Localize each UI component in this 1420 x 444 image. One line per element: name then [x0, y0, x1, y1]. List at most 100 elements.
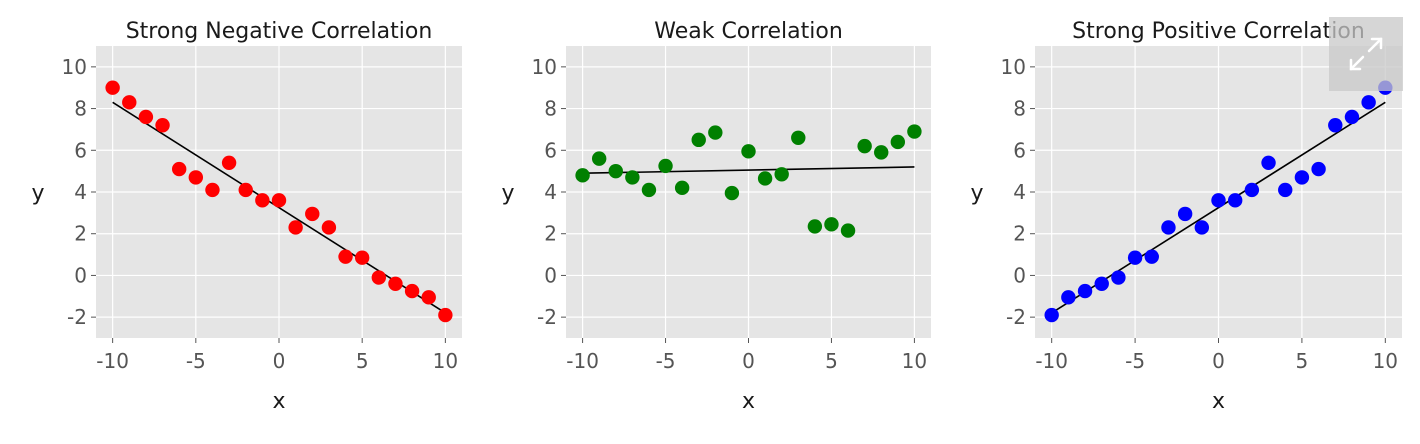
- data-point: [1311, 161, 1326, 177]
- data-point: [724, 185, 740, 201]
- data-point: [238, 182, 253, 198]
- data-point: [1177, 206, 1193, 222]
- trend-line: [112, 101, 446, 314]
- expand-icon: [1349, 37, 1383, 71]
- data-point: [421, 290, 436, 305]
- data-point: [1061, 290, 1076, 305]
- data-point: [741, 144, 756, 159]
- data-point: [1211, 193, 1226, 208]
- data-point: [1127, 250, 1143, 265]
- x-tick-label: 0: [742, 349, 755, 373]
- data-point: [371, 270, 387, 285]
- data-point: [255, 193, 270, 208]
- x-tick-label: 10: [902, 349, 927, 373]
- y-tick-label: 4: [544, 180, 557, 204]
- data-point: [105, 80, 120, 95]
- y-tick-label: 2: [74, 222, 87, 246]
- x-tick-label: -10: [1035, 349, 1068, 373]
- data-point: [591, 151, 607, 166]
- data-point: [857, 138, 872, 154]
- y-tick-label: 2: [1013, 222, 1026, 246]
- x-tick-label: -5: [186, 349, 206, 373]
- x-tick-label: -5: [1125, 349, 1145, 373]
- data-point: [1144, 249, 1159, 264]
- y-tick-label: 4: [1013, 180, 1026, 204]
- data-point: [1077, 283, 1093, 299]
- y-tick-label: -2: [537, 305, 557, 329]
- y-tick-label: 8: [74, 97, 87, 121]
- y-tick-label: -2: [1006, 305, 1026, 329]
- data-point: [354, 250, 370, 265]
- y-axis-label: y: [970, 181, 983, 206]
- y-tick-label: 4: [74, 180, 87, 204]
- data-point: [1328, 118, 1343, 133]
- y-tick-label: 10: [62, 55, 87, 79]
- x-tick-label: 5: [825, 349, 838, 373]
- trend-line: [1051, 101, 1386, 314]
- y-tick-label: 0: [74, 263, 87, 287]
- y-tick-label: 10: [1001, 55, 1026, 79]
- y-tick-label: 8: [1013, 97, 1026, 121]
- x-tick-label: 0: [1212, 349, 1225, 373]
- data-point: [155, 118, 170, 133]
- data-point: [1044, 307, 1059, 323]
- data-point: [1344, 109, 1360, 125]
- data-point: [608, 163, 623, 179]
- data-point: [305, 206, 320, 222]
- y-tick-label: 6: [74, 138, 87, 162]
- data-point: [388, 276, 403, 291]
- x-tick-label: 5: [356, 349, 369, 373]
- data-point: [774, 167, 789, 182]
- subplot-2: -10 -5 0 5 10 -2 0 2 4 6 8 10 Weak Correlation x y: [501, 19, 931, 414]
- chart-title: Strong Negative Correlation: [126, 19, 433, 44]
- subplot-1: -10 -5 0 5 10 -2 0 2 4 6 8 10 Strong Negative Correl…: [31, 19, 462, 414]
- x-tick-label: 5: [1296, 349, 1309, 373]
- data-point: [404, 283, 420, 299]
- data-point: [1227, 193, 1243, 208]
- y-tick-label: 6: [544, 138, 557, 162]
- data-point: [338, 249, 353, 264]
- x-axis-label: x: [1212, 389, 1225, 414]
- data-point: [171, 161, 187, 177]
- x-axis-label: x: [272, 389, 285, 414]
- y-axis-label: y: [501, 181, 514, 206]
- data-point: [205, 182, 220, 198]
- data-point: [321, 220, 337, 235]
- x-tick-label: -5: [656, 349, 676, 373]
- data-point: [1294, 170, 1310, 185]
- data-point: [757, 171, 773, 186]
- data-point: [1361, 95, 1376, 110]
- data-point: [658, 158, 673, 174]
- data-point: [1261, 155, 1276, 170]
- expand-button[interactable]: [1329, 17, 1403, 91]
- y-tick-label: 0: [1013, 263, 1026, 287]
- data-point: [1194, 220, 1210, 235]
- data-point: [1278, 182, 1293, 198]
- data-point: [271, 193, 287, 208]
- x-tick-label: -10: [96, 349, 129, 373]
- data-point: [890, 134, 906, 150]
- data-point: [575, 168, 590, 183]
- data-point: [438, 307, 453, 323]
- data-point: [807, 219, 823, 234]
- x-tick-label: -10: [566, 349, 599, 373]
- data-point: [674, 180, 690, 196]
- data-point: [641, 182, 657, 198]
- x-tick-label: 10: [433, 349, 458, 373]
- data-point: [1244, 182, 1260, 198]
- data-point: [288, 220, 303, 235]
- data-point: [122, 95, 137, 110]
- data-point: [874, 145, 889, 160]
- data-point: [1111, 270, 1126, 285]
- data-point: [221, 155, 237, 170]
- chart-title: Strong Positive Correlation: [1072, 19, 1365, 44]
- x-axis-label: x: [742, 389, 755, 414]
- data-point: [691, 132, 706, 148]
- data-point: [138, 109, 154, 125]
- x-tick-label: 0: [273, 349, 286, 373]
- y-tick-label: 2: [544, 222, 557, 246]
- trend-line: [582, 166, 915, 175]
- data-point: [708, 125, 723, 140]
